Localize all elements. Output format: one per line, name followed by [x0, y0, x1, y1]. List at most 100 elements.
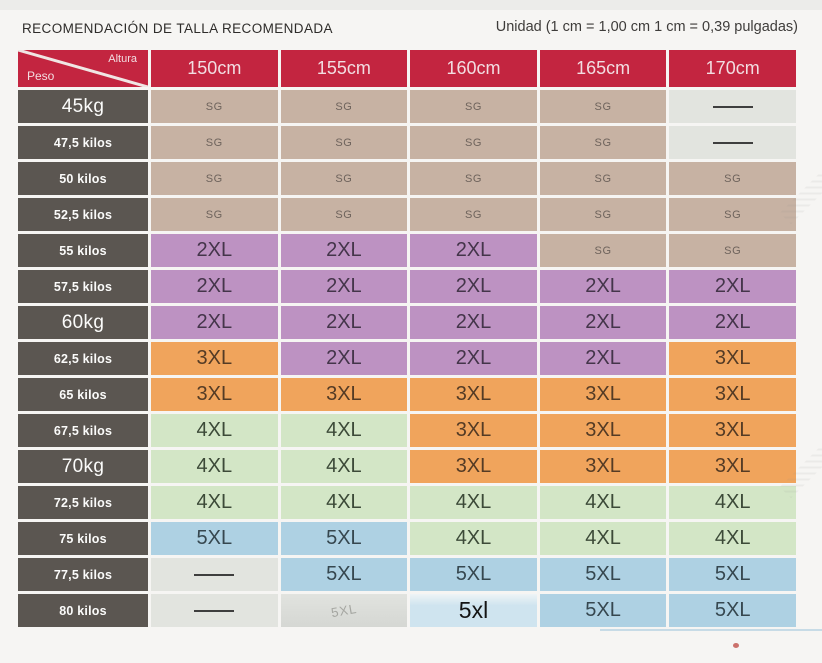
size-cell: 5XL	[669, 594, 796, 627]
row-label-77-5-kilos: 77,5 kilos	[18, 558, 148, 591]
size-cell: 2XL	[280, 342, 408, 375]
unit-conversion-note: Unidad (1 cm = 1,00 cm 1 cm = 0,39 pulga…	[495, 19, 798, 35]
no-size-dash	[194, 609, 235, 612]
size-cell: 3XL	[539, 450, 667, 483]
size-cell: 3XL	[539, 378, 667, 411]
corner-label-peso: Peso	[27, 69, 55, 83]
diagonal-divider-line	[18, 50, 148, 87]
size-cell: SG	[410, 198, 537, 231]
size-cell: SG	[151, 198, 278, 231]
size-cell: SG	[539, 162, 667, 195]
red-dot-artifact	[733, 643, 739, 648]
size-cell: SG	[669, 162, 796, 195]
column-header-160cm: 160cm	[410, 50, 537, 87]
size-cell: 4XL	[410, 486, 537, 519]
size-cell: 2XL	[410, 270, 537, 303]
size-cell	[669, 90, 796, 123]
size-cell: 2XL	[151, 234, 278, 267]
size-cell: 4XL	[151, 450, 278, 483]
size-cell: 2XL	[539, 306, 667, 339]
size-cell: 3XL	[410, 450, 537, 483]
size-cell: 5XL	[280, 594, 408, 627]
size-cell: 5XL	[280, 522, 408, 555]
column-header-150cm: 150cm	[151, 50, 278, 87]
size-recommendation-table: Altura Peso 150cm 155cm 160cm 165cm 170cm 45k…	[18, 50, 796, 627]
row-label-52-5-kilos: 52,5 kilos	[18, 198, 148, 231]
row-label-45kg: 45kg	[18, 90, 148, 123]
size-cell: 2XL	[669, 306, 796, 339]
no-size-dash	[712, 105, 753, 108]
size-cell: 3XL	[669, 450, 796, 483]
top-strip	[0, 0, 822, 10]
size-cell: 4XL	[280, 486, 408, 519]
row-label-80-kilos: 80 kilos	[18, 594, 148, 627]
size-cell: 2XL	[280, 234, 408, 267]
no-size-dash	[194, 573, 235, 576]
size-cell: 5xl	[410, 594, 537, 627]
size-cell: 3XL	[669, 414, 796, 447]
size-cell: 3XL	[669, 378, 796, 411]
size-cell: 5XL	[539, 594, 667, 627]
size-cell: SG	[669, 198, 796, 231]
size-cell: 2XL	[669, 270, 796, 303]
size-cell: SG	[280, 198, 408, 231]
size-cell: SG	[539, 126, 667, 159]
size-cell: 4XL	[539, 486, 667, 519]
corner-cell-altura-peso: Altura Peso	[18, 50, 148, 87]
page-title: RECOMENDACIÓN DE TALLA RECOMENDADA	[22, 21, 333, 36]
size-cell: SG	[410, 90, 537, 123]
size-cell: 3XL	[280, 378, 408, 411]
size-cell	[151, 558, 278, 591]
column-header-155cm: 155cm	[280, 50, 408, 87]
corner-label-altura: Altura	[108, 53, 137, 65]
row-label-62-5-kilos: 62,5 kilos	[18, 342, 148, 375]
faded-size-text: 5XL	[329, 600, 359, 621]
size-cell	[669, 126, 796, 159]
row-label-67-5-kilos: 67,5 kilos	[18, 414, 148, 447]
size-cell: SG	[410, 126, 537, 159]
size-cell: SG	[410, 162, 537, 195]
size-cell: 2XL	[151, 306, 278, 339]
size-cell: 2XL	[539, 342, 667, 375]
no-size-dash	[712, 141, 753, 144]
size-cell: SG	[539, 234, 667, 267]
size-cell: 5XL	[280, 558, 408, 591]
column-header-170cm: 170cm	[669, 50, 796, 87]
row-label-65-kilos: 65 kilos	[18, 378, 148, 411]
size-cell: 2XL	[410, 306, 537, 339]
size-cell: 4XL	[669, 522, 796, 555]
row-label-75-kilos: 75 kilos	[18, 522, 148, 555]
size-cell: 4XL	[539, 522, 667, 555]
size-cell: 4XL	[151, 414, 278, 447]
size-cell: 3XL	[669, 342, 796, 375]
size-cell: SG	[539, 198, 667, 231]
size-cell: 4XL	[280, 450, 408, 483]
row-label-47-5-kilos: 47,5 kilos	[18, 126, 148, 159]
size-cell: 3XL	[151, 342, 278, 375]
row-label-72-5-kilos: 72,5 kilos	[18, 486, 148, 519]
size-cell: 2XL	[410, 234, 537, 267]
size-cell: 3XL	[410, 414, 537, 447]
size-cell: 4XL	[280, 414, 408, 447]
row-label-57-5-kilos: 57,5 kilos	[18, 270, 148, 303]
size-cell: SG	[151, 162, 278, 195]
size-cell: 4XL	[410, 522, 537, 555]
size-cell: 2XL	[280, 306, 408, 339]
size-cell: 3XL	[410, 378, 537, 411]
size-cell: SG	[539, 90, 667, 123]
size-cell: 3XL	[539, 414, 667, 447]
size-cell: 5XL	[410, 558, 537, 591]
size-cell: 5XL	[151, 522, 278, 555]
size-cell: SG	[151, 126, 278, 159]
size-cell: SG	[280, 90, 408, 123]
size-cell: 5XL	[669, 558, 796, 591]
size-cell: 2XL	[539, 270, 667, 303]
size-cell: 3XL	[151, 378, 278, 411]
size-cell: SG	[669, 234, 796, 267]
size-cell: 5XL	[539, 558, 667, 591]
size-cell: SG	[280, 126, 408, 159]
size-cell: SG	[151, 90, 278, 123]
size-cell: 2XL	[410, 342, 537, 375]
bottom-edge-line	[600, 629, 822, 631]
row-label-70kg: 70kg	[18, 450, 148, 483]
